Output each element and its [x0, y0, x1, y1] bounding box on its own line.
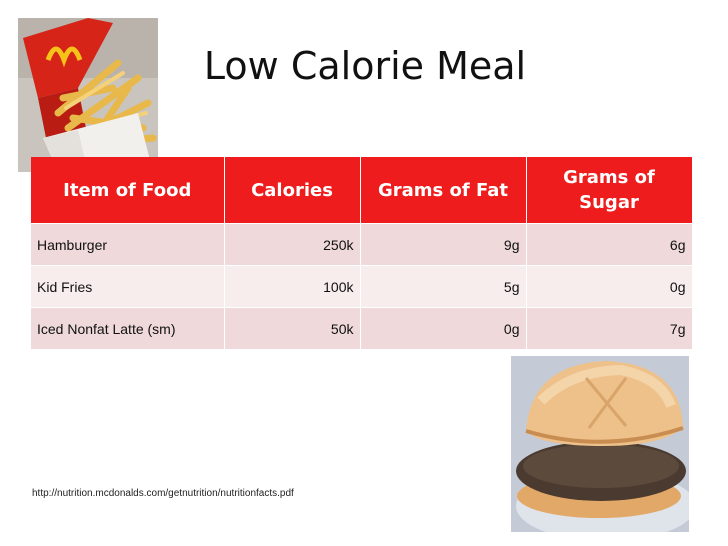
cell-sugar: 0g [526, 265, 693, 308]
cell-item: Hamburger [31, 223, 225, 266]
header-grams-of-fat: Grams of Fat [360, 157, 527, 224]
header-grams-of-sugar: Grams of Sugar [526, 157, 693, 224]
cell-item: Iced Nonfat Latte (sm) [31, 307, 225, 349]
cell-item: Kid Fries [31, 265, 225, 308]
hamburger-photo [511, 356, 689, 532]
table-row: Hamburger 250k 9g 6g [31, 223, 693, 266]
cell-sugar: 6g [526, 223, 693, 266]
cell-fat: 9g [360, 223, 527, 266]
header-calories: Calories [224, 157, 361, 224]
fries-photo [18, 18, 158, 172]
table-header-row: Item of Food Calories Grams of Fat Grams… [31, 157, 693, 224]
cell-calories: 50k [224, 307, 361, 349]
slide-title: Low Calorie Meal [203, 44, 527, 88]
table-row: Kid Fries 100k 5g 0g [31, 265, 693, 308]
table-row: Iced Nonfat Latte (sm) 50k 0g 7g [31, 307, 693, 349]
cell-fat: 5g [360, 265, 527, 308]
header-item-of-food: Item of Food [31, 157, 225, 224]
source-link[interactable]: http://nutrition.mcdonalds.com/getnutrit… [32, 488, 294, 499]
nutrition-table: Item of Food Calories Grams of Fat Grams… [31, 157, 693, 349]
cell-fat: 0g [360, 307, 527, 349]
cell-calories: 100k [224, 265, 361, 308]
cell-sugar: 7g [526, 307, 693, 349]
cell-calories: 250k [224, 223, 361, 266]
